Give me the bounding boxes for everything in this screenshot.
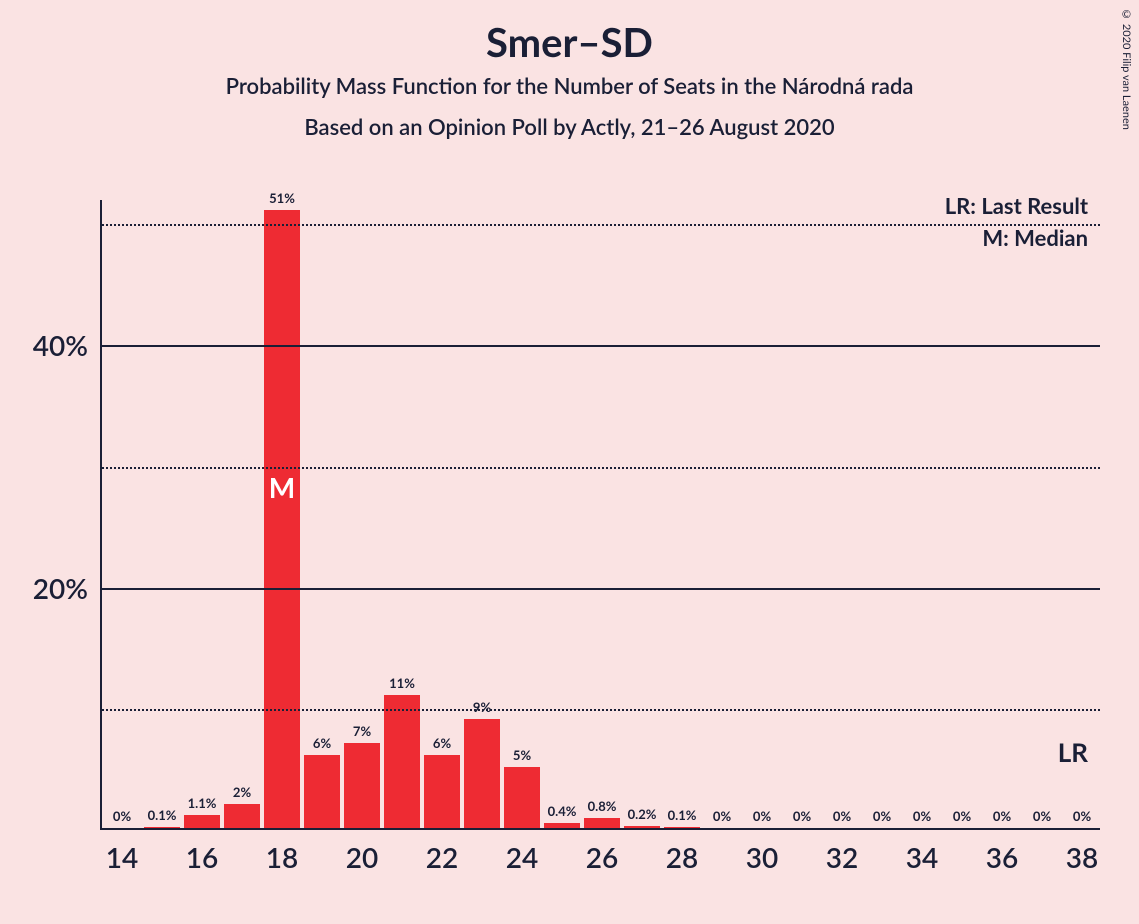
gridline-minor <box>102 224 1100 226</box>
bar-label: 51% <box>269 190 295 210</box>
chart-subtitle-2: Based on an Opinion Poll by Actly, 21–26… <box>0 113 1139 140</box>
bar-label: 0.4% <box>548 803 577 823</box>
bar-label: 0% <box>913 808 931 828</box>
xtick-label: 30 <box>746 840 778 874</box>
gridline-major <box>102 588 1100 590</box>
gridline-major <box>102 345 1100 347</box>
bar-label: 6% <box>433 735 451 755</box>
plot-area: LR: Last Result M: Median LR 0%0.1%1.1%2… <box>100 200 1100 830</box>
bar: 0.2% <box>624 826 660 828</box>
xtick-label: 16 <box>186 840 218 874</box>
bar: 2% <box>224 804 260 828</box>
bars-container: 0%0.1%1.1%2%51%M6%7%11%6%9%5%0.4%0.8%0.2… <box>102 200 1100 828</box>
bar-rect <box>664 827 700 828</box>
bar: 7% <box>344 743 380 828</box>
bar-label: 0% <box>833 808 851 828</box>
xtick-label: 22 <box>426 840 458 874</box>
bar: 0.1% <box>664 827 700 828</box>
bar-rect <box>584 818 620 828</box>
bar-label: 6% <box>313 735 331 755</box>
bar-rect <box>384 695 420 828</box>
chart-subtitle-1: Probability Mass Function for the Number… <box>0 72 1139 99</box>
xtick-label: 32 <box>826 840 858 874</box>
bar: 5% <box>504 767 540 828</box>
xtick-label: 20 <box>346 840 378 874</box>
bar-rect <box>544 823 580 828</box>
bar-label: 0% <box>793 808 811 828</box>
bar-label: 0.1% <box>148 807 177 827</box>
bar: 1.1% <box>184 815 220 828</box>
bar: 0.1% <box>144 827 180 828</box>
ytick-label: 40% <box>8 328 88 362</box>
bar-label: 2% <box>233 784 251 804</box>
bar-label: 0% <box>993 808 1011 828</box>
bar-rect <box>184 815 220 828</box>
bar-label: 0.8% <box>588 798 617 818</box>
bar-label: 0% <box>873 808 891 828</box>
bar-label: 5% <box>513 747 531 767</box>
bar-label: 11% <box>389 675 415 695</box>
median-letter: M <box>269 470 295 504</box>
bar-rect <box>424 755 460 828</box>
xtick-label: 28 <box>666 840 698 874</box>
xtick-label: 38 <box>1066 840 1098 874</box>
bar-rect <box>344 743 380 828</box>
bar: 6% <box>304 755 340 828</box>
xtick-label: 26 <box>586 840 618 874</box>
bar-label: 0% <box>953 808 971 828</box>
bar-rect <box>304 755 340 828</box>
bar-rect <box>624 826 660 828</box>
bar-label: 0% <box>1073 808 1091 828</box>
bar-label: 1.1% <box>188 795 217 815</box>
ytick-label: 20% <box>8 571 88 605</box>
bar-rect <box>264 210 300 828</box>
xtick-label: 36 <box>986 840 1018 874</box>
bar-label: 7% <box>353 723 371 743</box>
bar: 6% <box>424 755 460 828</box>
bar-rect <box>504 767 540 828</box>
bar: 0.8% <box>584 818 620 828</box>
bar: 11% <box>384 695 420 828</box>
bar-label: 0% <box>713 808 731 828</box>
title-block: Smer–SD Probability Mass Function for th… <box>0 18 1139 140</box>
bar-label: 0% <box>1033 808 1051 828</box>
bar: 51%M <box>264 210 300 828</box>
bar: 0.4% <box>544 823 580 828</box>
xtick-label: 24 <box>506 840 538 874</box>
bar-rect <box>144 827 180 828</box>
bar-rect <box>224 804 260 828</box>
gridline-minor <box>102 467 1100 469</box>
chart-title: Smer–SD <box>0 18 1139 66</box>
xtick-label: 14 <box>106 840 138 874</box>
bar-label: 0% <box>113 808 131 828</box>
xtick-label: 18 <box>266 840 298 874</box>
xtick-label: 34 <box>906 840 938 874</box>
bar-rect <box>464 719 500 828</box>
bar-label: 0% <box>753 808 771 828</box>
bar: 9% <box>464 719 500 828</box>
bar-label: 0.1% <box>668 807 697 827</box>
chart-area: LR: Last Result M: Median LR 0%0.1%1.1%2… <box>100 200 1100 830</box>
gridline-minor <box>102 709 1100 711</box>
bar-label: 0.2% <box>628 806 657 826</box>
